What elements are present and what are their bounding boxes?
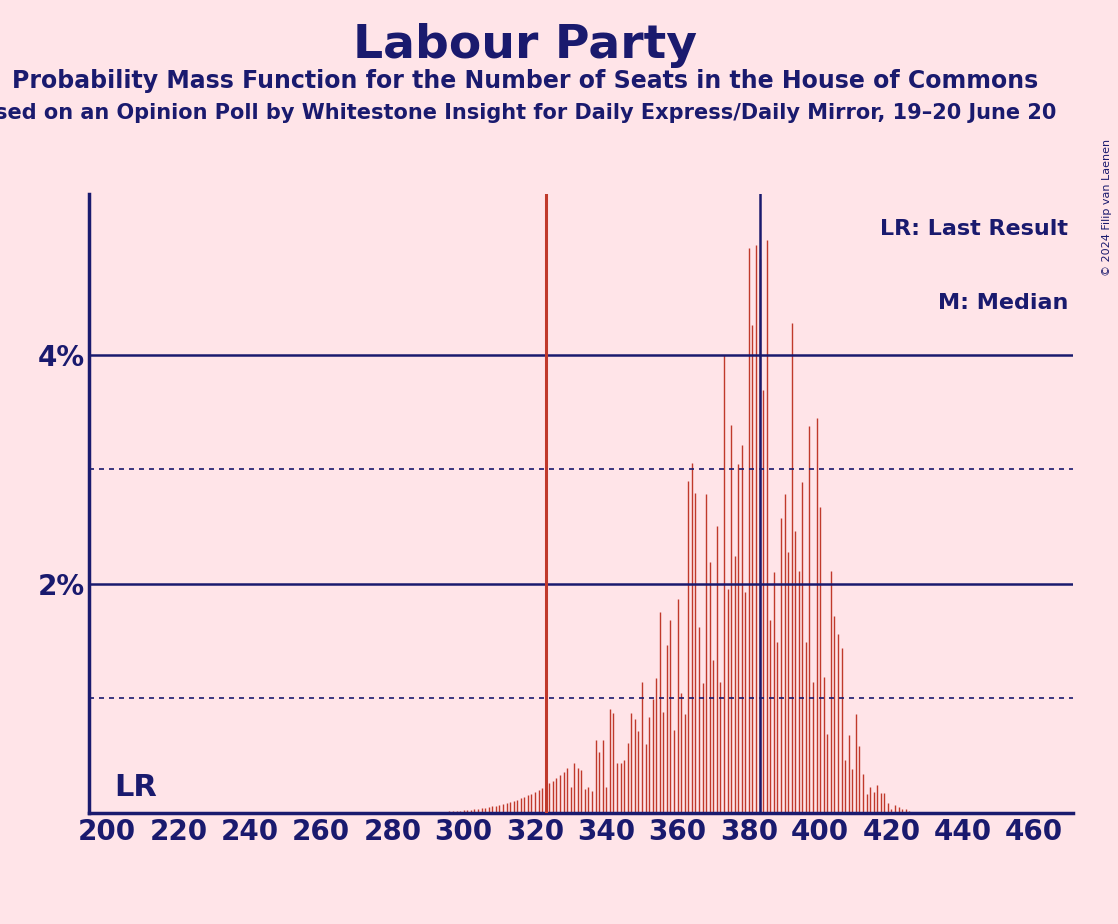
Text: © 2024 Filip van Laenen: © 2024 Filip van Laenen <box>1102 139 1112 275</box>
Text: sed on an Opinion Poll by Whitestone Insight for Daily Express/Daily Mirror, 19–: sed on an Opinion Poll by Whitestone Ins… <box>0 103 1057 124</box>
Text: Labour Party: Labour Party <box>353 23 698 68</box>
Text: M: Median: M: Median <box>938 293 1069 313</box>
Text: LR: LR <box>114 772 158 802</box>
Text: LR: Last Result: LR: Last Result <box>880 219 1069 238</box>
Text: Probability Mass Function for the Number of Seats in the House of Commons: Probability Mass Function for the Number… <box>12 69 1039 93</box>
